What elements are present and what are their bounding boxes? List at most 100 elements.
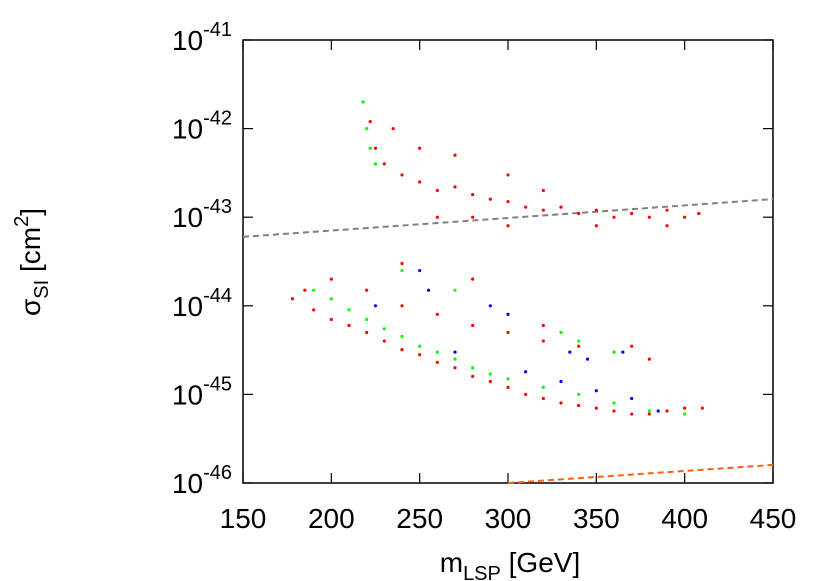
y-tick-base: 10	[172, 25, 203, 56]
point	[471, 366, 475, 370]
point	[506, 173, 510, 177]
y-label-symbol: σ	[15, 299, 46, 316]
point	[524, 370, 528, 374]
point	[524, 392, 528, 396]
point	[665, 409, 669, 413]
y-tick-base: 10	[172, 114, 203, 145]
y-tick-exponent: -46	[203, 462, 232, 484]
y-tick-base: 10	[172, 291, 203, 322]
point	[418, 180, 422, 184]
y-tick-exponent: -43	[203, 196, 232, 218]
point	[656, 409, 660, 413]
point	[506, 224, 510, 228]
point	[418, 344, 422, 348]
point	[488, 379, 492, 384]
point	[453, 288, 457, 292]
point	[612, 409, 616, 413]
y-tick-label: 10-43	[172, 196, 232, 233]
point	[524, 205, 528, 209]
point	[290, 297, 295, 301]
y-tick-base: 10	[172, 379, 203, 410]
y-tick-label: 10-41	[172, 19, 232, 56]
point	[400, 334, 404, 339]
point	[630, 396, 634, 401]
point	[594, 224, 598, 228]
x-label-symbol: m	[440, 547, 463, 578]
point	[373, 162, 378, 166]
y-label-sup: 2	[11, 216, 33, 227]
plot-frame	[242, 39, 774, 484]
point	[541, 339, 545, 343]
x-label-sub: LSP	[463, 563, 501, 581]
point	[647, 412, 651, 416]
point	[577, 344, 581, 348]
point	[630, 344, 634, 348]
point	[697, 211, 701, 216]
point	[400, 268, 404, 273]
point	[368, 146, 372, 150]
point	[585, 357, 590, 361]
y-label-sub: SI	[31, 280, 53, 299]
point	[418, 268, 422, 273]
point	[577, 403, 581, 408]
point	[471, 374, 475, 378]
point	[365, 317, 369, 322]
y-tick-label: 10-45	[172, 373, 232, 410]
point	[453, 357, 457, 361]
point	[577, 392, 581, 396]
point	[418, 146, 422, 150]
point	[391, 127, 395, 131]
x-tick-label: 150	[220, 503, 267, 534]
y-tick-exponent: -45	[203, 373, 232, 395]
point	[700, 406, 704, 410]
point	[488, 304, 492, 308]
y-label-end: ]	[15, 208, 46, 216]
point	[453, 350, 457, 354]
x-label-rest: [GeV]	[501, 547, 580, 578]
point	[400, 173, 404, 177]
y-tick-exponent: -42	[203, 108, 232, 130]
point	[488, 372, 492, 376]
point	[329, 317, 333, 322]
point	[453, 185, 457, 189]
point	[683, 412, 687, 416]
point	[594, 389, 598, 393]
point	[594, 406, 598, 410]
point	[577, 211, 581, 216]
point	[435, 188, 439, 193]
y-axis-label: σSI [cm2]	[11, 208, 53, 316]
point	[506, 312, 510, 316]
point	[329, 297, 333, 301]
x-tick-label: 200	[308, 503, 355, 534]
point	[418, 353, 422, 357]
point	[453, 366, 457, 370]
point	[559, 379, 563, 384]
y-tick-label: 10-44	[172, 285, 232, 322]
point	[683, 406, 687, 410]
point	[347, 308, 351, 312]
point	[435, 350, 439, 354]
point	[471, 215, 475, 219]
point	[541, 323, 545, 328]
point	[594, 208, 598, 212]
point	[303, 288, 307, 292]
point	[506, 385, 510, 389]
point	[612, 215, 616, 219]
point	[382, 327, 386, 331]
point	[329, 277, 333, 281]
point	[559, 205, 563, 209]
point	[541, 396, 545, 401]
point	[365, 288, 369, 292]
point	[471, 192, 475, 197]
point	[683, 215, 687, 219]
point	[647, 215, 651, 219]
point	[541, 385, 545, 389]
point	[453, 153, 457, 157]
point	[400, 348, 404, 352]
point	[541, 208, 545, 212]
point	[400, 304, 404, 308]
point	[665, 208, 669, 212]
point	[568, 350, 572, 354]
point	[577, 339, 581, 343]
